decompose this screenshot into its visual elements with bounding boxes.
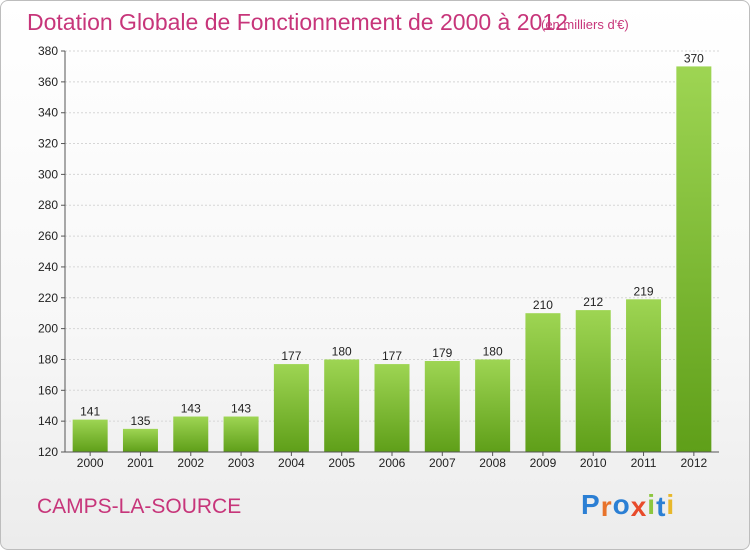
y-tick-label: 240 — [38, 260, 58, 274]
x-tick-label-2001: 2001 — [127, 456, 154, 470]
logo-letter: i — [647, 489, 657, 520]
x-tick-label-2007: 2007 — [429, 456, 456, 470]
y-tick-label: 140 — [38, 414, 58, 428]
bars: 141 135 143 143 177 180 177 179 180 210 212 219 370 — [72, 51, 712, 452]
data-label-2003: 143 — [231, 402, 251, 416]
bar-2000[interactable] — [72, 419, 108, 452]
x-tick-label-2003: 2003 — [228, 456, 255, 470]
y-tick-label: 220 — [38, 291, 58, 305]
data-label-2009: 210 — [533, 298, 553, 312]
bar-2010[interactable] — [575, 310, 611, 452]
bar-2006[interactable] — [374, 364, 410, 452]
logo-letter: t — [656, 491, 667, 522]
y-tick-label: 280 — [38, 198, 58, 212]
logo-letter: o — [612, 489, 631, 520]
x-tick-label-2012: 2012 — [680, 456, 707, 470]
bar-2003[interactable] — [223, 416, 259, 452]
data-label-2004: 177 — [281, 349, 301, 363]
y-tick-label: 260 — [38, 229, 58, 243]
commune-name: CAMPS-LA-SOURCE — [37, 495, 242, 518]
y-tick-label: 120 — [38, 445, 58, 459]
y-tick-label: 160 — [38, 383, 58, 397]
y-tick-label: 380 — [38, 44, 58, 58]
data-label-2000: 141 — [80, 405, 100, 419]
x-tick-label-2005: 2005 — [328, 456, 355, 470]
y-axis: 120 140 160 180 200 220 240 260 280 300 320 340 360 3… — [38, 44, 66, 459]
x-tick-label-2002: 2002 — [177, 456, 204, 470]
x-tick-label-2006: 2006 — [379, 456, 406, 470]
y-tick-label: 300 — [38, 167, 58, 181]
x-tick-label-2000: 2000 — [77, 456, 104, 470]
y-tick-label: 320 — [38, 137, 58, 151]
x-tick-label-2010: 2010 — [580, 456, 607, 470]
bar-2011[interactable] — [626, 299, 662, 452]
chart-title: Dotation Globale de Fonctionnement de 20… — [27, 9, 568, 35]
y-tick-label: 340 — [38, 106, 58, 120]
x-tick-label-2004: 2004 — [278, 456, 305, 470]
bar-2004[interactable] — [273, 364, 309, 452]
proxiti-logo[interactable]: Proxiti — [581, 489, 676, 522]
y-tick-label: 180 — [38, 352, 58, 366]
bar-2007[interactable] — [424, 361, 460, 452]
data-label-2010: 212 — [583, 295, 603, 309]
data-label-2002: 143 — [181, 402, 201, 416]
bar-2009[interactable] — [525, 313, 561, 452]
bar-2012[interactable] — [676, 66, 712, 452]
x-axis: 2000 2001 2002 2003 2004 2005 2006 2007 2008 2009… — [65, 451, 719, 470]
y-tick-label: 360 — [38, 75, 58, 89]
x-tick-label-2009: 2009 — [530, 456, 557, 470]
y-tick-label: 200 — [38, 322, 58, 336]
data-label-2005: 180 — [332, 344, 352, 358]
bar-2008[interactable] — [475, 359, 511, 452]
bar-2001[interactable] — [122, 428, 158, 452]
data-label-2008: 180 — [483, 344, 503, 358]
logo-letter: r — [600, 491, 613, 522]
x-tick-label-2011: 2011 — [631, 456, 657, 470]
logo-letter: i — [666, 489, 676, 520]
data-label-2001: 135 — [130, 414, 150, 428]
bar-2005[interactable] — [324, 359, 360, 452]
logo-letter: P — [581, 489, 601, 520]
data-label-2012: 370 — [684, 51, 704, 65]
logo-letter: x — [630, 491, 648, 522]
data-label-2011: 219 — [634, 284, 654, 298]
x-tick-label-2008: 2008 — [479, 456, 506, 470]
bar-2002[interactable] — [173, 416, 209, 452]
chart-subtitle: (en milliers d'€) — [541, 17, 629, 32]
data-label-2007: 179 — [432, 346, 452, 360]
data-label-2006: 177 — [382, 349, 402, 363]
